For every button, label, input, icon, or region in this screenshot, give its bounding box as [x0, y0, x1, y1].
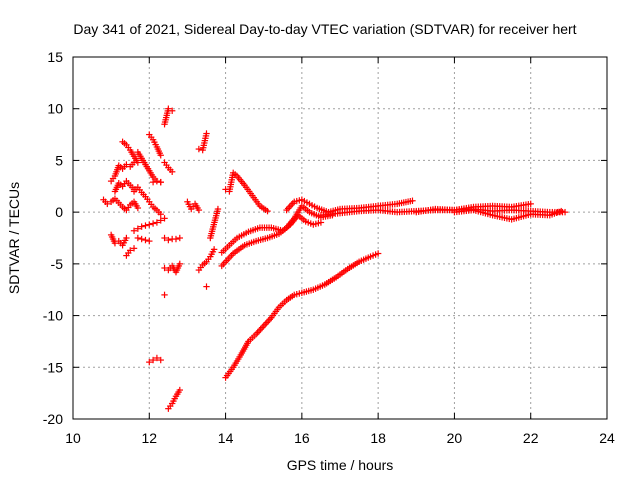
data-point [561, 208, 569, 216]
tick-layer: 10 12 14 16 18 20 22 24 -20 -15 -10 -5 0 5 10 15 [43, 49, 615, 446]
data-point [138, 235, 145, 243]
data-point [138, 223, 145, 230]
data-point [146, 221, 153, 228]
data-point [374, 250, 382, 257]
data-point [134, 225, 142, 232]
data-point [161, 291, 168, 299]
data-point [153, 354, 161, 362]
y-tick-label: 0 [55, 204, 63, 220]
data-point [153, 219, 161, 226]
data-point [134, 159, 142, 166]
data-point [409, 197, 416, 204]
data-point [104, 200, 111, 208]
data-point [149, 356, 157, 364]
x-tick-label: 20 [447, 430, 463, 446]
y-tick-label: 10 [47, 101, 63, 117]
data-point [130, 245, 138, 252]
data-point [123, 234, 130, 242]
point-layer [100, 105, 569, 412]
y-tick-label: -5 [51, 256, 64, 272]
data-point [146, 237, 153, 245]
plot-frame [72, 56, 608, 420]
grid-layer [73, 57, 607, 419]
data-point [157, 152, 164, 159]
data-point [161, 234, 168, 242]
data-point [210, 246, 218, 253]
data-point [149, 178, 157, 186]
x-tick-label: 16 [294, 430, 310, 446]
data-point [203, 130, 210, 137]
data-point [176, 234, 183, 242]
x-axis-label: GPS time / hours [287, 457, 394, 473]
data-point [146, 358, 153, 366]
data-point [168, 168, 176, 176]
y-tick-label: -20 [43, 411, 63, 427]
data-point [264, 207, 271, 215]
x-tick-label: 14 [218, 430, 234, 446]
x-tick-label: 10 [65, 430, 81, 446]
data-point [527, 200, 534, 208]
data-point [558, 207, 565, 215]
data-point [149, 220, 157, 227]
y-tick-label: 15 [47, 49, 63, 65]
data-point [127, 247, 134, 254]
data-point [161, 215, 168, 222]
y-tick-label: -15 [43, 359, 63, 375]
data-point [157, 211, 164, 218]
data-point [168, 107, 176, 114]
data-point [123, 161, 130, 168]
x-tick-label: 22 [523, 430, 539, 446]
data-point [134, 234, 142, 242]
x-tick-label: 18 [370, 430, 386, 446]
data-point [203, 283, 210, 290]
data-point [214, 205, 222, 213]
x-tick-label: 12 [141, 430, 157, 446]
data-point [130, 227, 138, 234]
chart-title: Day 341 of 2021, Sidereal Day-to-day VTE… [73, 21, 576, 37]
y-axis-label: SDTVAR / TECUs [6, 182, 22, 294]
data-point [165, 236, 172, 244]
data-point [134, 204, 142, 212]
data-point [176, 260, 183, 268]
x-tick-label: 24 [599, 430, 615, 446]
data-point [142, 222, 149, 229]
data-point [111, 239, 119, 247]
data-point [142, 236, 149, 244]
data-point [153, 177, 161, 185]
data-point [157, 217, 164, 224]
data-point [195, 206, 203, 214]
y-tick-label: 5 [55, 152, 63, 168]
data-point [195, 145, 203, 153]
data-point [157, 178, 164, 186]
data-point [165, 105, 172, 112]
data-point [157, 356, 164, 364]
data-point [176, 386, 183, 394]
data-point [172, 235, 180, 243]
y-tick-label: -10 [43, 308, 63, 324]
data-point [161, 264, 168, 272]
